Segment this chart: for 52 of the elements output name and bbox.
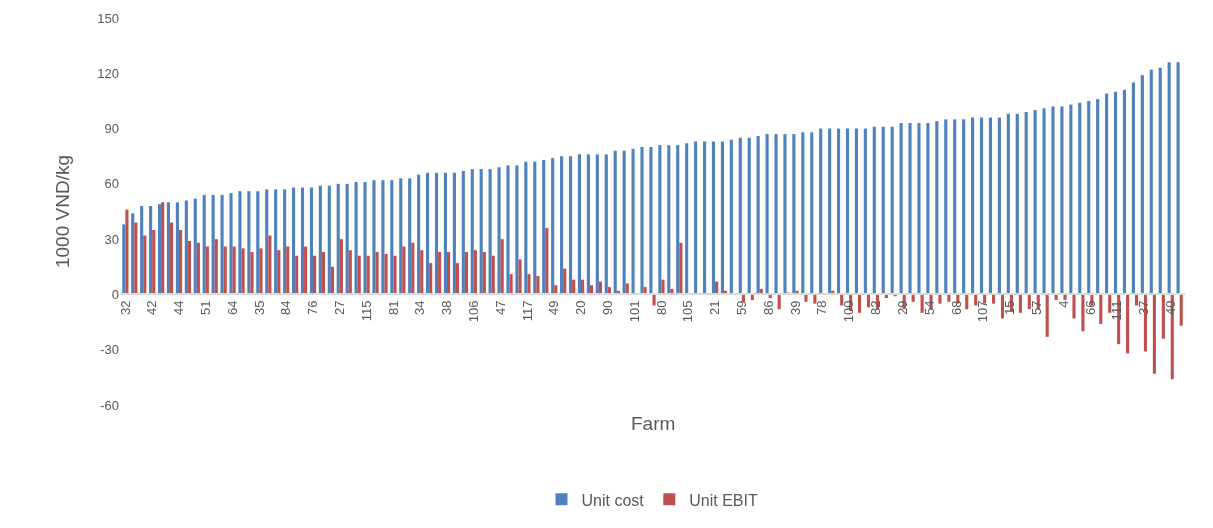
x-tick-label: 86	[760, 300, 776, 316]
x-tick-label: 64	[224, 300, 240, 316]
x-tick-label: 39	[787, 300, 803, 316]
x-tick-label: 111	[1109, 300, 1125, 321]
x-tick-label: 54	[921, 300, 937, 316]
x-tick-label: 21	[707, 300, 723, 316]
x-tick-label: 90	[600, 300, 616, 316]
y-tick-label: 0	[111, 286, 119, 302]
x-tick-label: 49	[546, 300, 562, 316]
y-tick-label: 150	[97, 10, 119, 26]
x-tick-label: 81	[385, 300, 401, 316]
x-tick-label: 38	[439, 300, 455, 316]
legend-label: Unit cost	[581, 491, 645, 509]
x-tick-label: 51	[198, 300, 213, 316]
y-tick-label: 120	[97, 65, 119, 81]
x-tick-label: 40	[1162, 300, 1178, 316]
x-tick-label: 105	[680, 300, 696, 323]
x-tick-label: 44	[171, 300, 187, 316]
y-tick-label: 90	[104, 121, 119, 137]
y-tick-label: -60	[100, 397, 119, 413]
x-tick-label: 4	[1055, 300, 1071, 308]
x-tick-label: 35	[251, 300, 267, 316]
y-tick-label: 60	[104, 176, 119, 192]
x-tick-label: 59	[734, 300, 750, 316]
x-tick-label: 115	[358, 300, 374, 322]
x-tick-label: 34	[412, 300, 428, 316]
y-tick-label: 30	[104, 231, 119, 247]
x-tick-label: 29	[894, 300, 910, 316]
x-tick-label: 100	[841, 300, 857, 323]
x-tick-label: 101	[626, 300, 642, 323]
x-tick-label: 82	[868, 300, 884, 316]
x-tick-label: 57	[1028, 300, 1044, 316]
x-tick-label: 80	[653, 300, 669, 316]
x-tick-label: 20	[573, 300, 589, 316]
legend-label: Unit EBIT	[689, 491, 758, 509]
x-tick-label: 42	[144, 300, 160, 316]
x-tick-label: 66	[1082, 300, 1098, 316]
x-tick-label: 47	[492, 300, 508, 316]
x-tick-label: 78	[814, 300, 830, 316]
x-tick-label: 76	[305, 300, 321, 316]
x-tick-label: 106	[466, 300, 482, 323]
y-axis-title: 1000 VND/kg	[52, 154, 74, 269]
x-tick-label: 15	[1002, 300, 1018, 316]
x-tick-label: 107	[975, 300, 991, 323]
y-tick-label: -30	[100, 342, 119, 358]
x-tick-label: 37	[1136, 300, 1152, 316]
x-tick-label: 117	[519, 300, 535, 322]
x-tick-label: 84	[278, 300, 294, 316]
x-tick-label: 32	[117, 300, 133, 316]
x-axis-title: Farm	[631, 413, 676, 434]
x-tick-label: 27	[332, 300, 348, 316]
x-tick-label: 68	[948, 300, 964, 316]
